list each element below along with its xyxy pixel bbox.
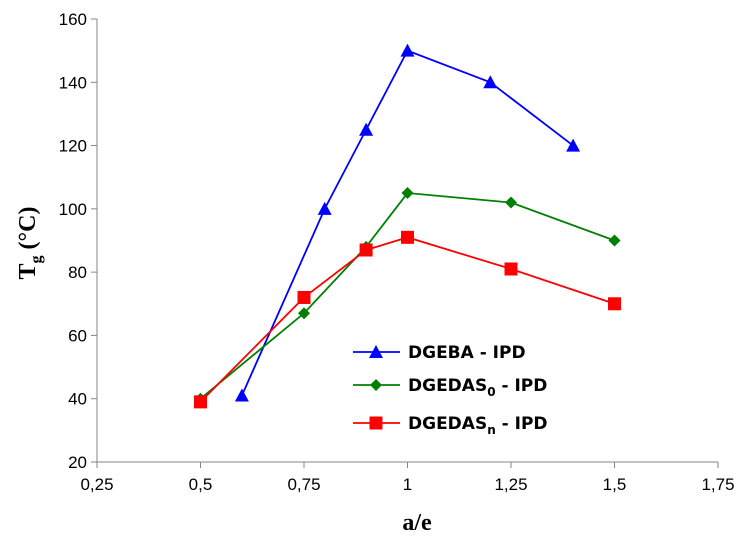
data-point xyxy=(401,44,415,57)
y-tick-label: 160 xyxy=(59,10,87,29)
legend-item-2: DGEDAS0 - IPD xyxy=(353,376,547,399)
legend-label: DGEDAS0 - IPD xyxy=(408,376,547,399)
x-tick-label: 1,5 xyxy=(603,475,627,494)
x-axis-title: a/e xyxy=(402,510,432,536)
series-line xyxy=(201,193,615,399)
data-point xyxy=(235,389,249,402)
legend-item-1: DGEBA - IPD xyxy=(353,343,526,363)
legend-marker xyxy=(370,379,382,391)
data-point xyxy=(359,123,373,136)
axes: 20 40 60 80 100 120 140 160 0,25 0,5 0,75 1 1,25 1,5 1… xyxy=(59,10,735,494)
y-tick-label: 140 xyxy=(59,73,87,92)
data-point xyxy=(483,75,497,88)
data-point xyxy=(194,395,207,408)
x-tick-label: 1,75 xyxy=(701,475,734,494)
x-tick-label: 0,5 xyxy=(189,475,213,494)
y-tick-label: 40 xyxy=(68,390,87,409)
y-axis-title: Tg (°C) xyxy=(15,207,45,280)
x-tick-label: 0,25 xyxy=(80,475,113,494)
data-point xyxy=(566,139,580,152)
data-point xyxy=(401,231,414,244)
series-2 xyxy=(195,187,621,405)
x-tick-label: 1 xyxy=(403,475,412,494)
y-tick-label: 100 xyxy=(59,200,87,219)
y-tick-label: 60 xyxy=(68,326,87,345)
data-point xyxy=(505,197,517,209)
y-tick-label: 80 xyxy=(68,263,87,282)
legend-item-3: DGEDASn - IPD xyxy=(353,414,548,437)
data-point xyxy=(609,235,621,247)
y-tick-label: 20 xyxy=(68,453,87,472)
x-tick-label: 0,75 xyxy=(287,475,320,494)
legend-label: DGEDASn - IPD xyxy=(408,414,548,437)
data-point xyxy=(318,202,332,215)
legend: DGEBA - IPD DGEDAS0 - IPD DGEDASn - IPD xyxy=(353,343,548,437)
data-point xyxy=(298,291,311,304)
data-point xyxy=(360,243,373,256)
y-tick-label: 120 xyxy=(59,137,87,156)
x-tick-label: 1,25 xyxy=(494,475,527,494)
legend-marker xyxy=(370,417,383,430)
data-point xyxy=(505,262,518,275)
data-point xyxy=(608,297,621,310)
legend-label: DGEBA - IPD xyxy=(408,343,526,363)
